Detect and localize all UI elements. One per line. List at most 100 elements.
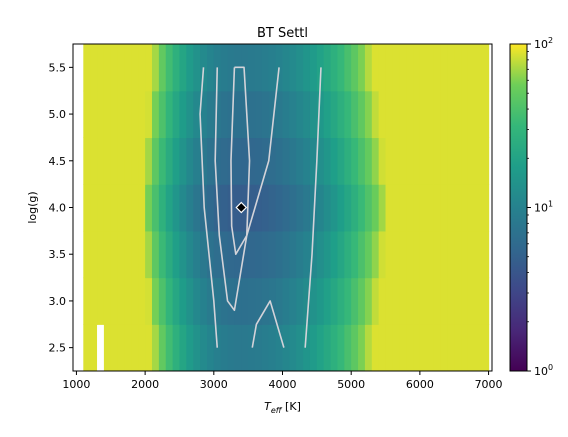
heatmap-cell <box>186 230 194 279</box>
heatmap-cell <box>158 137 167 185</box>
heatmap-cell <box>296 184 304 232</box>
heatmap-cell <box>426 184 435 232</box>
heatmap-cell <box>467 137 476 185</box>
heatmap-cell <box>419 324 428 371</box>
heatmap-cell <box>351 230 359 279</box>
heatmap-cell <box>97 230 105 279</box>
heatmap-cell <box>454 230 462 279</box>
heatmap-cell <box>323 230 332 279</box>
heatmap-cell <box>454 44 462 92</box>
heatmap-cell <box>303 184 311 232</box>
heatmap-cell <box>248 230 256 279</box>
heatmap-cell <box>461 90 469 139</box>
heatmap-cell <box>289 184 297 232</box>
heatmap-cell <box>90 44 98 92</box>
heatmap-cell <box>440 277 448 325</box>
heatmap-cell <box>413 230 421 279</box>
heatmap-cell <box>103 90 112 139</box>
y-tick-label: 2.5 <box>49 342 67 355</box>
heatmap-cell <box>364 137 373 185</box>
heatmap-cell <box>385 44 394 92</box>
x-axis-label-subscript: eff <box>271 406 283 415</box>
heatmap-cell <box>103 324 112 371</box>
heatmap-cell <box>371 324 380 371</box>
heatmap-cell <box>419 44 428 92</box>
heatmap-cell <box>433 90 442 139</box>
heatmap-cell <box>261 90 270 139</box>
heatmap-cell <box>83 277 91 325</box>
heatmap-cell <box>289 137 297 185</box>
heatmap-cell <box>117 44 126 92</box>
heatmap-cell <box>158 184 167 232</box>
heatmap-cell <box>275 90 284 139</box>
heatmap-cell <box>261 324 270 371</box>
heatmap-cell <box>296 137 304 185</box>
heatmap-cell <box>151 90 160 139</box>
heatmap-cell <box>406 137 414 185</box>
heatmap-cell <box>193 230 201 279</box>
heatmap-cell <box>158 44 167 92</box>
heatmap-cell <box>151 44 160 92</box>
heatmap-cell <box>309 277 318 325</box>
heatmap-cell <box>83 184 91 232</box>
heatmap-cell <box>413 277 421 325</box>
heatmap-cell <box>220 44 229 92</box>
heatmap-cell <box>337 90 345 139</box>
heatmap-cell <box>151 184 160 232</box>
heatmap-cell <box>172 90 181 139</box>
heatmap-cell <box>179 137 187 185</box>
heatmap-cell <box>392 277 400 325</box>
heatmap-cell <box>371 137 380 185</box>
heatmap-cell <box>351 90 359 139</box>
heatmap-cell <box>124 230 132 279</box>
heatmap-cell <box>337 184 345 232</box>
heatmap-cell <box>282 184 290 232</box>
heatmap-cell <box>186 137 194 185</box>
heatmap-cell <box>406 184 414 232</box>
heatmap-cell <box>206 230 215 279</box>
heatmap-cell <box>97 90 105 139</box>
heatmap-cell <box>364 277 373 325</box>
heatmap-cell <box>131 324 139 371</box>
heatmap-cell <box>268 324 277 371</box>
heatmap-cell <box>103 184 112 232</box>
heatmap-cell <box>220 137 229 185</box>
chart-title: BT Settl <box>257 26 308 41</box>
colorbar-tick-label: 101 <box>534 200 553 215</box>
x-axis-label-base: T <box>264 400 272 413</box>
heatmap-cell <box>145 277 153 325</box>
heatmap-cell <box>303 230 311 279</box>
heatmap-cell <box>323 184 332 232</box>
heatmap-cell <box>474 230 483 279</box>
heatmap-cell <box>461 44 469 92</box>
heatmap-cell <box>220 230 229 279</box>
heatmap-cell <box>337 324 345 371</box>
heatmap-cell <box>419 184 428 232</box>
heatmap-cell <box>344 44 352 92</box>
heatmap-cell <box>117 184 126 232</box>
heatmap-cell <box>131 277 139 325</box>
contour-lines <box>199 66 322 348</box>
heatmap-cell <box>241 90 249 139</box>
heatmap-cell <box>261 277 270 325</box>
heatmap-cell <box>467 324 476 371</box>
heatmap-cell <box>378 230 387 279</box>
heatmap-cell <box>330 90 339 139</box>
heatmap-cell <box>454 137 462 185</box>
heatmap-cell <box>371 44 380 92</box>
heatmap-cell <box>186 277 194 325</box>
heatmap-cell <box>296 230 304 279</box>
heatmap-cell <box>145 324 153 371</box>
heatmap-cell <box>206 137 215 185</box>
heatmap-cell <box>378 324 387 371</box>
heatmap-cell <box>193 137 201 185</box>
heatmap-cell <box>234 324 242 371</box>
heatmap-cell <box>474 44 483 92</box>
heatmap-cell <box>172 44 181 92</box>
heatmap-cell <box>433 324 442 371</box>
heatmap-cell <box>474 137 483 185</box>
heatmap-cell <box>413 184 421 232</box>
heatmap-cell <box>399 184 407 232</box>
heatmap-cell <box>440 44 448 92</box>
heatmap-cell <box>179 44 187 92</box>
